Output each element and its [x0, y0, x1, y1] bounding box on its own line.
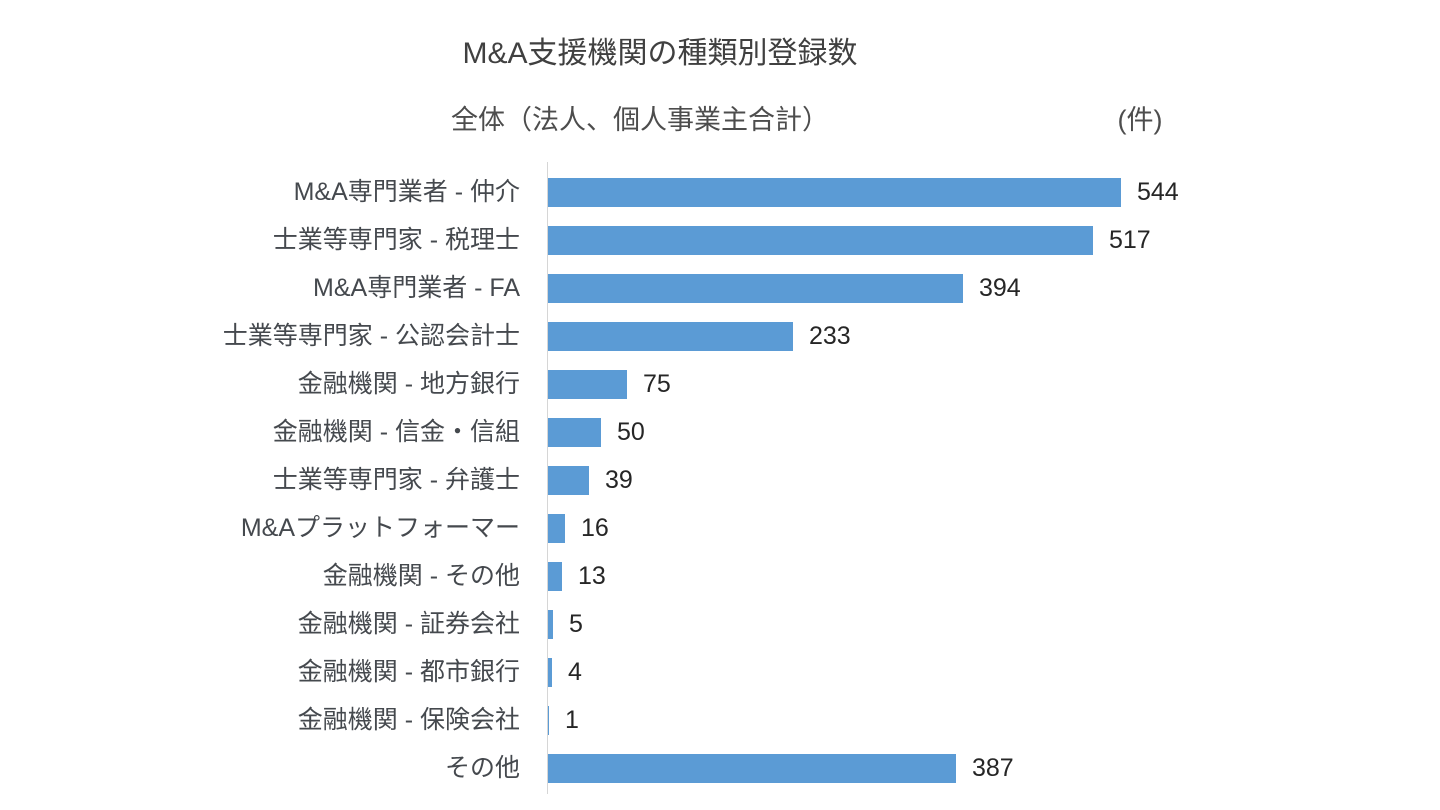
- value-label: 233: [809, 322, 851, 350]
- category-label: 金融機関 - 証券会社: [297, 610, 520, 638]
- category-label: その他: [444, 754, 520, 782]
- value-label: 75: [643, 370, 671, 398]
- bar: [548, 177, 1121, 207]
- bar: [548, 513, 565, 543]
- category-label: M&A専門業者 - 仲介: [293, 178, 520, 206]
- value-label: 50: [617, 418, 645, 446]
- value-label: 517: [1109, 226, 1151, 254]
- category-label: M&A専門業者 - FA: [313, 274, 520, 302]
- category-label: 士業等専門家 - 税理士: [272, 226, 520, 254]
- value-label: 4: [568, 658, 582, 686]
- category-label: 金融機関 - 信金・信組: [272, 418, 520, 446]
- value-label: 544: [1137, 178, 1179, 206]
- bar: [548, 705, 549, 735]
- bar: [548, 225, 1093, 255]
- value-label: 13: [578, 562, 606, 590]
- category-axis-line: [547, 162, 548, 794]
- category-label: 士業等専門家 - 公認会計士: [222, 322, 520, 350]
- value-label: 39: [605, 466, 633, 494]
- bar: [548, 465, 589, 495]
- bar: [548, 657, 552, 687]
- bar: [548, 609, 553, 639]
- category-label: 金融機関 - その他: [322, 562, 520, 590]
- category-label: 金融機関 - 保険会社: [297, 706, 520, 734]
- value-label: 387: [972, 754, 1014, 782]
- value-label: 16: [581, 514, 609, 542]
- bar: [548, 753, 956, 783]
- value-label: 5: [569, 610, 583, 638]
- value-label: 1: [565, 706, 579, 734]
- chart-title: M&A支援機関の種類別登録数: [462, 37, 858, 70]
- category-label: 金融機関 - 都市銀行: [297, 658, 520, 686]
- category-label: M&Aプラットフォーマー: [240, 514, 520, 542]
- bar: [548, 561, 562, 591]
- bar: [548, 417, 601, 447]
- value-label: 394: [979, 274, 1021, 302]
- bar: [548, 321, 793, 351]
- unit-label: (件): [1117, 105, 1163, 135]
- category-label: 士業等専門家 - 弁護士: [272, 466, 520, 494]
- bar: [548, 273, 963, 303]
- bar: [548, 369, 627, 399]
- chart-subtitle: 全体（法人、個人事業主合計）: [451, 105, 829, 135]
- category-label: 金融機関 - 地方銀行: [297, 370, 520, 398]
